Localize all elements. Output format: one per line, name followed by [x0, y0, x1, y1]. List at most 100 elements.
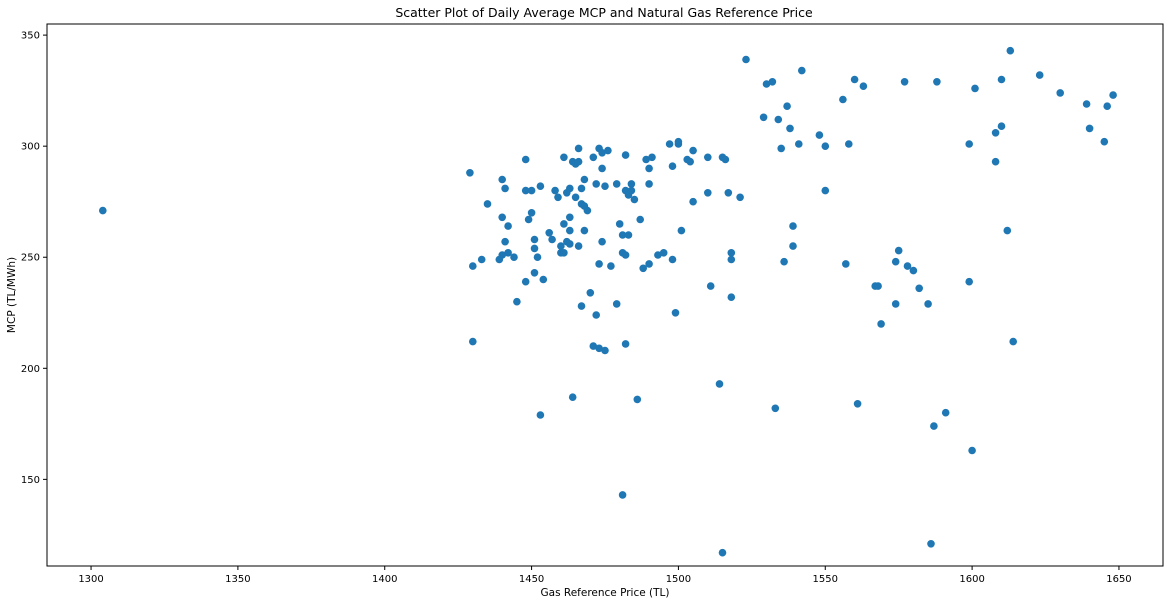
data-point	[742, 55, 750, 64]
y-axis-ticks: 150 200 250 300 350	[21, 31, 47, 486]
data-point	[659, 249, 668, 257]
data-point	[504, 249, 512, 257]
data-point	[941, 408, 950, 417]
data-point	[845, 140, 853, 148]
y-axis-label: MCP (TL/MWh)	[6, 257, 18, 333]
data-point	[521, 155, 530, 164]
y-tick-label: 200	[21, 364, 40, 375]
data-point	[601, 182, 609, 190]
data-point	[654, 251, 662, 259]
data-point	[627, 180, 636, 188]
x-tick-label: 1350	[225, 574, 250, 585]
data-point	[724, 189, 733, 197]
data-point	[612, 300, 621, 308]
data-point	[762, 80, 771, 88]
data-point	[566, 184, 574, 193]
data-point	[991, 157, 1000, 166]
data-point	[568, 393, 577, 402]
data-point	[469, 337, 477, 346]
data-point	[530, 244, 539, 253]
data-point	[715, 380, 724, 388]
data-point	[577, 184, 586, 193]
data-point	[789, 242, 797, 250]
data-point	[498, 175, 507, 184]
data-point	[798, 66, 806, 75]
data-point	[686, 157, 694, 166]
data-point	[501, 237, 509, 246]
y-tick-label: 150	[21, 475, 40, 486]
data-point	[924, 300, 932, 308]
data-point	[768, 78, 777, 86]
data-point	[1056, 89, 1064, 97]
data-point	[877, 320, 885, 328]
chart-title: Scatter Plot of Daily Average MCP and Na…	[395, 5, 813, 20]
data-point	[630, 195, 639, 204]
data-point	[566, 213, 574, 222]
x-tick-label: 1650	[1106, 574, 1131, 585]
data-point	[560, 220, 568, 228]
data-point	[595, 260, 603, 268]
data-point	[777, 144, 785, 153]
data-point	[842, 260, 850, 268]
data-point	[533, 253, 542, 261]
data-point	[589, 153, 598, 162]
data-point	[668, 255, 677, 264]
data-point	[589, 342, 598, 350]
data-point	[645, 260, 653, 268]
data-point	[704, 153, 712, 162]
data-point	[592, 311, 600, 319]
data-point	[560, 249, 568, 257]
data-point	[900, 78, 909, 86]
data-point	[1085, 124, 1094, 133]
data-point	[815, 131, 824, 139]
data-point	[639, 264, 647, 273]
data-point	[574, 157, 583, 166]
data-point	[1109, 91, 1117, 99]
data-point	[645, 164, 653, 173]
data-point	[595, 344, 603, 353]
data-point	[539, 275, 548, 284]
data-point	[592, 180, 600, 188]
data-point	[648, 153, 656, 162]
data-point	[521, 277, 530, 286]
data-point	[689, 197, 697, 206]
x-axis-label: Gas Reference Price (TL)	[541, 587, 670, 599]
data-point	[618, 491, 627, 499]
data-point	[891, 257, 900, 266]
data-point	[580, 175, 589, 184]
data-point	[853, 400, 862, 408]
data-point	[510, 253, 518, 261]
data-point	[498, 251, 507, 259]
data-points	[99, 46, 1117, 557]
data-point	[965, 140, 973, 148]
data-point	[821, 142, 830, 150]
data-point	[612, 180, 621, 188]
data-point	[1103, 102, 1111, 110]
data-point	[577, 302, 586, 310]
y-tick-label: 250	[21, 253, 40, 264]
data-point	[527, 186, 536, 195]
data-point	[1006, 46, 1015, 55]
x-tick-label: 1450	[519, 574, 544, 585]
data-point	[99, 206, 107, 215]
data-point	[513, 297, 521, 306]
data-point	[727, 255, 736, 264]
data-point	[927, 540, 935, 548]
data-point	[965, 277, 973, 286]
data-point	[586, 289, 595, 297]
data-point	[466, 169, 474, 177]
data-point	[789, 222, 797, 230]
data-point	[498, 213, 507, 222]
data-point	[968, 446, 976, 455]
data-point	[1035, 71, 1044, 79]
data-point	[997, 75, 1006, 84]
data-point	[621, 340, 630, 348]
data-point	[545, 229, 553, 237]
data-point	[601, 346, 609, 355]
x-tick-label: 1550	[813, 574, 838, 585]
data-point	[521, 186, 530, 195]
x-tick-label: 1400	[372, 574, 397, 585]
y-tick-label: 300	[21, 142, 40, 153]
data-point	[771, 404, 780, 413]
data-point	[524, 215, 533, 224]
